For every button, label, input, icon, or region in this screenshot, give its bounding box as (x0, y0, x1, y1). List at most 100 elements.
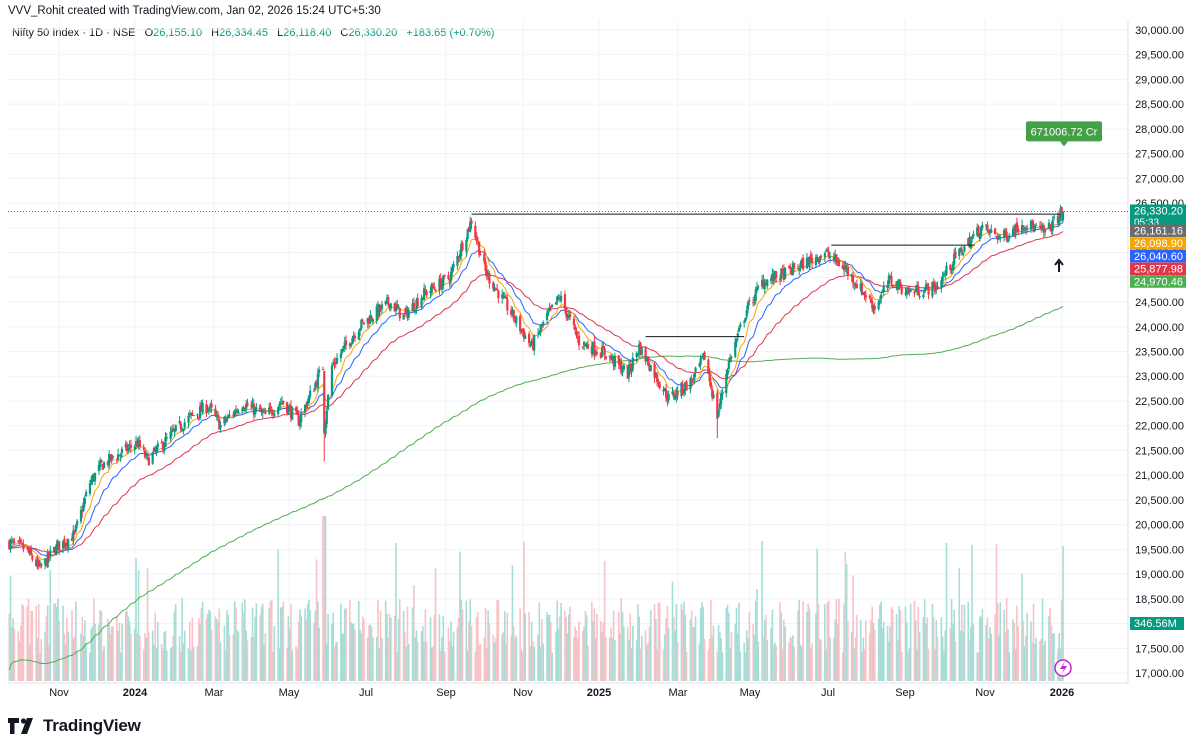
volume-bar (587, 645, 589, 681)
y-tick-label: 30,000.00 (1135, 25, 1184, 37)
volume-bar (118, 622, 121, 681)
candle-body (648, 365, 651, 371)
candle-body (793, 263, 796, 269)
candle-body (618, 363, 622, 365)
candle-body (617, 355, 620, 364)
volume-bar (745, 630, 748, 681)
candle-body (513, 319, 517, 322)
candle-body (243, 409, 246, 411)
volume-bar (488, 622, 491, 681)
candle-body (398, 308, 401, 319)
candle-body (782, 268, 785, 280)
candle-body (626, 365, 629, 379)
volume-bar (370, 626, 373, 681)
volume-bar (666, 606, 669, 681)
volume-bar (747, 639, 749, 681)
candle-body (958, 248, 961, 256)
volume-bar (219, 642, 222, 681)
candle-body (604, 356, 608, 359)
candle-body (397, 306, 400, 309)
volume-bar (62, 605, 64, 681)
volume-bar (483, 637, 486, 681)
candle-body (1024, 227, 1027, 230)
volume-bar (944, 630, 947, 681)
candle-body (639, 342, 642, 355)
candle-body (680, 382, 683, 397)
candle-body (978, 234, 981, 239)
candle-body (1026, 228, 1029, 230)
volume-bar (146, 568, 149, 681)
volume-bar (675, 604, 678, 681)
candle-body (187, 415, 190, 423)
volume-bar (26, 606, 29, 681)
candle-body (832, 257, 835, 260)
volume-bar (863, 649, 866, 681)
volume-bar (754, 601, 757, 681)
candle-body (896, 282, 899, 290)
volume-bar (524, 613, 527, 681)
volume-bar (868, 632, 871, 681)
volume-bar (976, 652, 979, 681)
candle-body (1059, 208, 1062, 218)
volume-bar (657, 602, 660, 681)
candle-body (872, 305, 875, 311)
candle-body (27, 548, 30, 553)
candle-body (218, 418, 221, 430)
volume-bar (771, 609, 774, 681)
volume-bar (683, 601, 685, 681)
volume-bar (1041, 598, 1044, 681)
volume-bar (1044, 640, 1046, 681)
candle-body (538, 332, 541, 334)
candle-body (944, 274, 947, 276)
volume-bar (430, 647, 433, 681)
volume-bar (792, 635, 794, 681)
volume-bar (1060, 600, 1063, 681)
volume-bar (94, 623, 96, 681)
candle-body (93, 472, 97, 481)
candle-body (287, 406, 290, 415)
price-axis-label: 26,161.16 (1134, 225, 1183, 237)
candle-body (1041, 226, 1044, 228)
candle-body (568, 313, 572, 318)
volume-bar (466, 650, 469, 681)
candle-body (981, 224, 984, 229)
volume-bar (423, 641, 425, 681)
volume-bar (45, 615, 48, 681)
volume-bar (734, 624, 737, 681)
tradingview-logo[interactable]: TradingView (8, 716, 141, 736)
volume-bar (332, 612, 335, 681)
candle-body (842, 266, 846, 271)
candle-body (152, 447, 156, 452)
volume-bar (1051, 633, 1054, 681)
volume-bar (452, 631, 455, 681)
candle-body (369, 315, 372, 324)
candle-body (931, 281, 934, 297)
candle-body (312, 390, 316, 392)
volume-bar (128, 621, 131, 681)
volume-bar (529, 646, 532, 681)
candle-body (873, 305, 876, 310)
candle-body (183, 422, 186, 428)
volume-bar (442, 615, 445, 681)
volume-bar (756, 589, 758, 681)
volume-bar (479, 643, 482, 681)
volume-bar (100, 611, 103, 681)
candle-body (307, 395, 310, 403)
volume-bar (295, 645, 297, 681)
volume-bar (90, 628, 93, 681)
volume-bar (142, 649, 145, 681)
volume-bar (725, 608, 728, 681)
candle-body (423, 288, 426, 300)
volume-bar (398, 599, 401, 681)
volume-bar (259, 615, 262, 681)
candle-body (296, 410, 299, 415)
candle-body (959, 247, 962, 249)
volume-bar (909, 603, 912, 681)
candle-body (389, 303, 392, 309)
candle-body (666, 396, 669, 401)
candle-body (828, 256, 832, 258)
volume-bar (523, 541, 525, 681)
candle-body (841, 265, 844, 269)
volume-bar (377, 600, 379, 681)
